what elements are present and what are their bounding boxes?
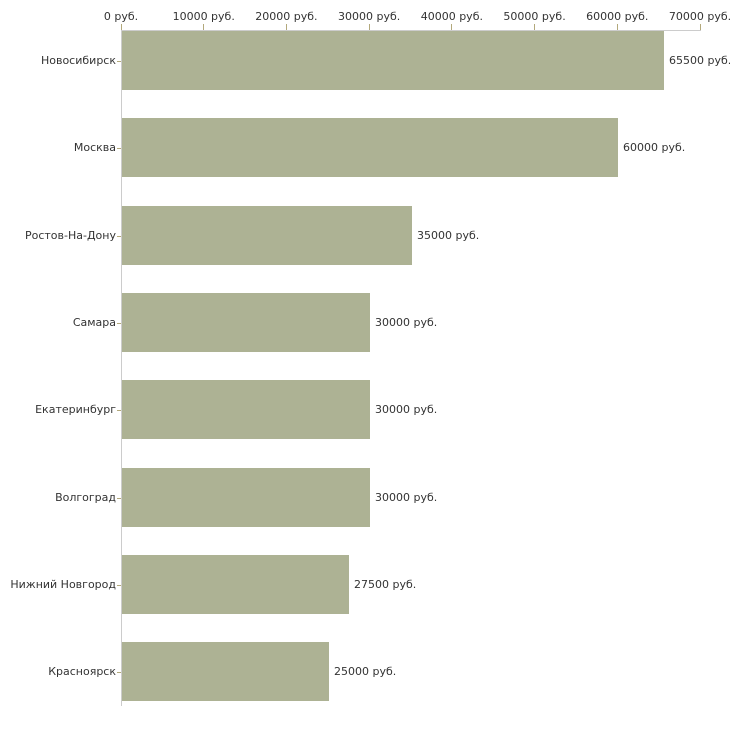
value-label: 27500 руб. xyxy=(354,578,417,591)
x-tick-mark xyxy=(534,24,536,30)
x-tick-mark xyxy=(120,24,122,30)
x-tick-label: 10000 руб. xyxy=(172,10,235,23)
value-label: 35000 руб. xyxy=(417,229,480,242)
bar xyxy=(122,31,664,90)
x-tick-mark xyxy=(616,24,618,30)
category-label: Новосибирск xyxy=(40,54,116,67)
x-axis-line xyxy=(121,30,701,31)
bar xyxy=(122,206,412,265)
value-label: 65500 руб. xyxy=(669,54,730,67)
bar xyxy=(122,118,618,177)
x-tick-mark xyxy=(285,24,287,30)
x-tick-label: 60000 руб. xyxy=(586,10,649,23)
x-tick-mark xyxy=(368,24,370,30)
x-tick-mark xyxy=(203,24,205,30)
category-label: Самара xyxy=(72,316,116,329)
category-tick xyxy=(117,61,121,62)
x-tick-label: 70000 руб. xyxy=(668,10,730,23)
bar xyxy=(122,380,370,439)
category-label: Красноярск xyxy=(48,665,116,678)
category-label: Екатеринбург xyxy=(35,403,116,416)
value-label: 25000 руб. xyxy=(334,665,397,678)
category-tick xyxy=(117,672,121,673)
y-axis-line xyxy=(121,30,122,706)
x-tick-mark xyxy=(699,24,701,30)
value-label: 30000 руб. xyxy=(375,491,438,504)
category-label: Нижний Новгород xyxy=(10,578,116,591)
category-label: Ростов-На-Дону xyxy=(24,229,116,242)
x-tick-label: 30000 руб. xyxy=(338,10,401,23)
value-label: 30000 руб. xyxy=(375,316,438,329)
category-tick xyxy=(117,498,121,499)
category-tick xyxy=(117,236,121,237)
category-label: Волгоград xyxy=(55,491,116,504)
category-tick xyxy=(117,585,121,586)
x-tick-mark xyxy=(451,24,453,30)
x-tick-label: 0 руб. xyxy=(103,10,139,23)
x-tick-label: 40000 руб. xyxy=(420,10,483,23)
value-label: 30000 руб. xyxy=(375,403,438,416)
x-tick-label: 20000 руб. xyxy=(255,10,318,23)
category-tick xyxy=(117,148,121,149)
category-label: Москва xyxy=(73,141,116,154)
bar xyxy=(122,555,349,614)
category-tick xyxy=(117,410,121,411)
bar xyxy=(122,642,329,701)
bar xyxy=(122,468,370,527)
value-label: 60000 руб. xyxy=(623,141,686,154)
category-tick xyxy=(117,323,121,324)
bar xyxy=(122,293,370,352)
x-tick-label: 50000 руб. xyxy=(503,10,566,23)
